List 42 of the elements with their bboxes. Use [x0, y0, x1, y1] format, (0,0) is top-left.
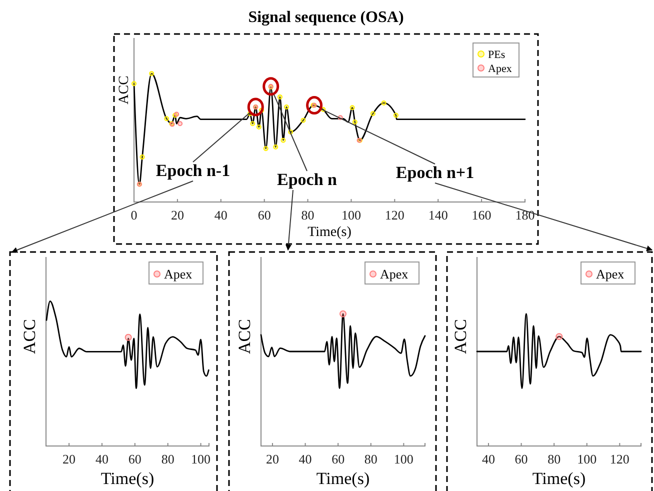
x-axis-title: Time(s) — [308, 225, 352, 240]
x-axis-title: Time(s) — [316, 469, 370, 488]
x-tick-label: 20 — [170, 207, 184, 222]
x-tick-label: 80 — [364, 451, 378, 466]
x-tick-label: 40 — [214, 207, 228, 222]
chart-title: Signal sequence (OSA) — [248, 9, 404, 26]
annotation: Epoch n-1 — [156, 161, 230, 180]
x-tick-label: 100 — [577, 451, 597, 466]
y-axis-title: ACC — [20, 319, 39, 354]
x-tick-label: 60 — [332, 451, 345, 466]
annotation: Epoch n — [277, 170, 338, 189]
x-tick-label: 120 — [610, 451, 630, 466]
x-tick-label: 100 — [341, 207, 361, 222]
x-tick-label: 80 — [301, 207, 314, 222]
x-tick-label: 20 — [266, 451, 279, 466]
legend-label: PEs — [488, 48, 506, 61]
x-tick-label: 60 — [128, 451, 142, 466]
x-tick-label: 60 — [258, 207, 271, 222]
legend-label: Apex — [380, 266, 409, 282]
x-tick-label: 40 — [298, 451, 312, 466]
x-tick-label: 20 — [62, 451, 76, 466]
x-tick-label: 100 — [394, 451, 414, 466]
x-tick-label: 140 — [428, 207, 448, 222]
x-tick-label: 40 — [95, 451, 108, 466]
legend-label: Apex — [488, 62, 512, 75]
y-axis-title: ACC — [117, 76, 132, 104]
x-axis-title: Time(s) — [532, 469, 586, 488]
x-tick-label: 0 — [130, 207, 138, 222]
annotation: Epoch n+1 — [396, 163, 474, 182]
y-axis-title: ACC — [451, 319, 470, 354]
x-axis-title: Time(s) — [100, 469, 154, 488]
x-tick-label: 120 — [384, 207, 404, 222]
x-tick-label: 80 — [161, 451, 174, 466]
x-tick-label: 180 — [515, 207, 535, 222]
x-tick-label: 40 — [482, 451, 495, 466]
x-tick-label: 80 — [548, 451, 561, 466]
legend-label: Apex — [596, 266, 625, 282]
x-tick-label: 160 — [472, 207, 492, 222]
legend-label: Apex — [164, 266, 193, 282]
y-axis-title: ACC — [235, 319, 254, 354]
x-tick-label: 100 — [191, 451, 211, 466]
x-tick-label: 60 — [514, 451, 528, 466]
